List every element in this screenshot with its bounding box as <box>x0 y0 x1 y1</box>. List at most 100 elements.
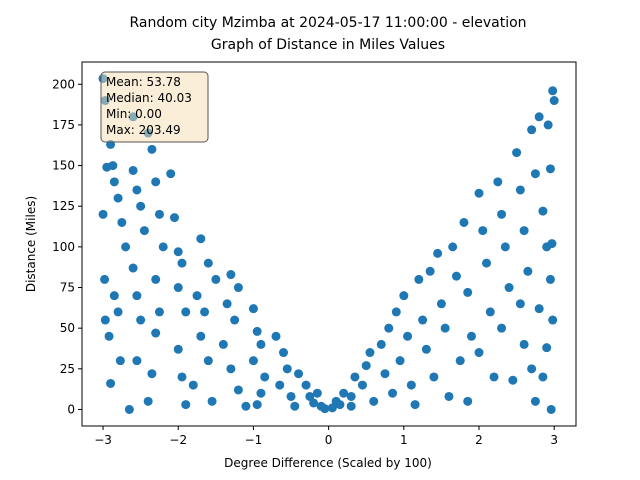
point <box>548 315 558 325</box>
point <box>181 400 191 410</box>
point <box>504 283 514 293</box>
point <box>305 391 315 401</box>
point <box>196 234 206 244</box>
point <box>256 339 266 349</box>
point <box>226 270 236 280</box>
point <box>339 388 349 398</box>
point <box>147 144 157 154</box>
point <box>335 400 345 410</box>
point <box>320 404 330 414</box>
point <box>177 258 187 268</box>
point <box>106 378 116 388</box>
point <box>395 356 405 366</box>
point <box>357 380 367 390</box>
point <box>290 401 300 411</box>
point <box>188 380 198 390</box>
point <box>139 226 149 236</box>
point <box>414 274 424 284</box>
x-tick-label: 2 <box>475 433 483 447</box>
point <box>104 331 114 341</box>
point <box>230 315 240 325</box>
point <box>151 328 161 338</box>
point <box>474 188 484 198</box>
y-tick-label: 175 <box>52 118 75 132</box>
point <box>380 369 390 379</box>
point <box>546 404 556 414</box>
point <box>429 372 439 382</box>
point <box>203 258 213 268</box>
x-tick-label: −3 <box>94 433 112 447</box>
point <box>493 177 503 187</box>
point <box>497 323 507 333</box>
point <box>327 403 337 413</box>
stats-text: Max: 203.49 <box>106 123 181 137</box>
point <box>534 304 544 314</box>
y-tick-label: 150 <box>52 159 75 173</box>
point <box>463 396 473 406</box>
point <box>418 315 428 325</box>
point <box>482 258 492 268</box>
point <box>275 380 285 390</box>
y-axis-label: Distance (Miles) <box>24 196 38 292</box>
point <box>100 274 110 284</box>
point <box>143 396 153 406</box>
point <box>508 375 518 385</box>
point <box>410 400 420 410</box>
point <box>226 364 236 374</box>
point <box>519 226 529 236</box>
point <box>192 291 202 301</box>
x-tick-label: −2 <box>169 433 187 447</box>
point <box>121 242 131 252</box>
y-tick-label: 0 <box>67 402 75 416</box>
point <box>115 356 125 366</box>
point <box>365 348 375 358</box>
stats-box <box>100 71 209 143</box>
point <box>489 372 499 382</box>
x-tick-label: 1 <box>400 433 408 447</box>
point <box>100 315 110 325</box>
point <box>530 396 540 406</box>
point <box>218 339 228 349</box>
point <box>282 364 292 374</box>
point <box>113 193 123 203</box>
point <box>440 323 450 333</box>
point <box>369 396 379 406</box>
point <box>173 344 183 354</box>
point <box>466 331 476 341</box>
point <box>169 213 179 223</box>
point <box>233 283 243 293</box>
point <box>543 120 553 130</box>
point <box>151 274 161 284</box>
point <box>463 287 473 297</box>
point <box>271 331 281 341</box>
point <box>547 239 557 249</box>
y-tick-label: 125 <box>52 199 75 213</box>
point <box>515 185 525 195</box>
point <box>151 177 161 187</box>
x-tick-label: 0 <box>325 433 333 447</box>
y-tick-label: 25 <box>60 362 75 376</box>
point <box>350 372 360 382</box>
point <box>545 164 555 174</box>
point <box>154 209 164 219</box>
point <box>538 206 548 216</box>
point <box>260 372 270 382</box>
point <box>136 201 146 211</box>
chart-subtitle: Graph of Distance in Miles Values <box>211 37 445 53</box>
point <box>222 299 232 309</box>
point <box>403 331 413 341</box>
y-tick-label: 75 <box>60 281 75 295</box>
point <box>128 165 138 175</box>
point <box>158 242 168 252</box>
point <box>523 266 533 276</box>
point <box>312 388 322 398</box>
point <box>98 209 108 219</box>
point <box>173 247 183 257</box>
point <box>128 263 138 273</box>
point <box>530 169 540 179</box>
y-tick-label: 50 <box>60 321 75 335</box>
point <box>248 356 258 366</box>
point <box>136 315 146 325</box>
point <box>538 372 548 382</box>
point <box>485 307 495 317</box>
